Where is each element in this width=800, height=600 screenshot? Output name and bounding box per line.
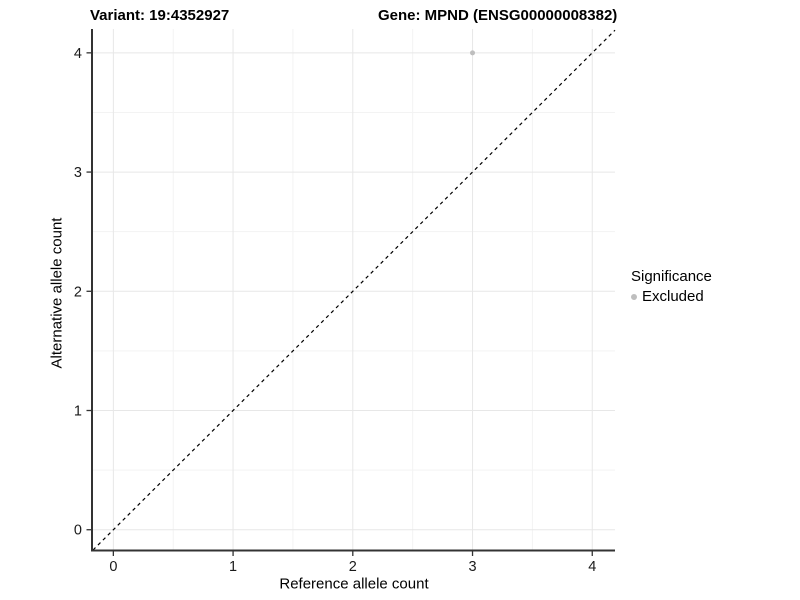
excluded-point-swatch: [631, 293, 637, 300]
data-point: [470, 50, 476, 56]
variant-title: Variant: 19:4352927: [90, 7, 230, 24]
x-axis-title: Reference allele count: [279, 575, 429, 593]
x-tick-label: 3: [468, 559, 476, 575]
legend: Significance Excluded: [631, 268, 712, 305]
legend-title: Significance: [631, 268, 712, 285]
gene-title: Gene: MPND (ENSG00000008382): [378, 7, 618, 24]
x-tick-label: 4: [588, 559, 596, 575]
legend-item-label: Excluded: [642, 288, 704, 305]
x-tick-label: 2: [349, 559, 357, 575]
x-tick-label: 1: [229, 559, 237, 575]
y-tick-label: 3: [74, 165, 82, 181]
y-tick-label: 0: [74, 523, 82, 539]
x-tick-label: 0: [109, 559, 117, 575]
y-axis-title: Alternative allele count: [48, 217, 66, 369]
y-tick-label: 4: [74, 46, 82, 62]
y-tick-label: 1: [74, 404, 82, 420]
legend-item-excluded: Excluded: [631, 288, 712, 305]
y-tick-label: 2: [74, 284, 82, 300]
identity-reference-line: [92, 29, 616, 551]
